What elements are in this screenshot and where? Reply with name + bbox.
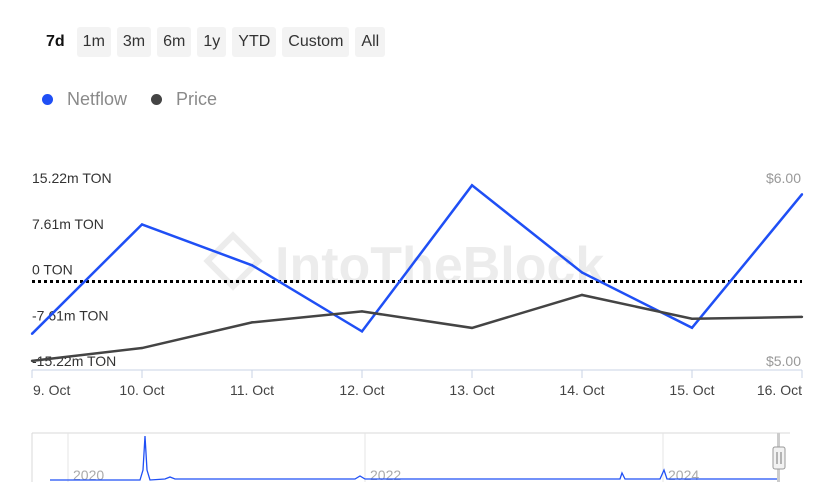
range-button-6m[interactable]: 6m bbox=[157, 27, 192, 57]
range-selector: 7d 1m 3m 6m 1y YTD Custom All bbox=[40, 27, 386, 57]
y-axis-right-label: $6.00 bbox=[766, 170, 801, 186]
range-button-1m[interactable]: 1m bbox=[76, 27, 111, 57]
range-button-ytd[interactable]: YTD bbox=[232, 27, 277, 57]
range-button-custom[interactable]: Custom bbox=[282, 27, 350, 57]
x-tick-label: 16. Oct bbox=[757, 382, 802, 398]
range-button-all[interactable]: All bbox=[355, 27, 386, 57]
y-axis-right-label: $5.00 bbox=[766, 353, 801, 369]
x-tick-label: 11. Oct bbox=[230, 382, 274, 398]
data-point-price bbox=[360, 310, 364, 313]
x-tick-label: 12. Oct bbox=[339, 382, 384, 398]
data-point-netflow bbox=[690, 326, 694, 329]
data-point-netflow bbox=[30, 332, 34, 336]
y-axis-left-label: 7.61m TON bbox=[32, 216, 104, 232]
y-axis-left-label: 0 TON bbox=[32, 262, 73, 278]
x-tick-label: 14. Oct bbox=[559, 382, 604, 398]
navigator-series bbox=[50, 435, 780, 481]
series-line-price bbox=[31, 293, 803, 363]
legend-item-netflow[interactable]: Netflow bbox=[42, 89, 127, 110]
x-tick-label: 15. Oct bbox=[669, 382, 714, 398]
navigator-year-label: 2020 bbox=[73, 467, 104, 483]
navigator-year-label: 2024 bbox=[668, 467, 699, 483]
legend-item-price[interactable]: Price bbox=[151, 89, 217, 110]
legend-label: Netflow bbox=[67, 89, 128, 109]
series-line-netflow bbox=[31, 183, 803, 335]
data-point-netflow bbox=[580, 271, 584, 274]
data-point-price bbox=[580, 293, 584, 297]
legend-marker bbox=[42, 94, 53, 105]
data-point-price bbox=[470, 326, 474, 330]
data-point-price bbox=[800, 315, 804, 319]
svg-text:IntoTheBlock: IntoTheBlock bbox=[275, 237, 604, 295]
plot-area: 15.22m TON 7.61m TON 0 TON -7.61m TON -15.22… bbox=[30, 170, 804, 398]
range-button-1y[interactable]: 1y bbox=[197, 27, 227, 57]
navigator-handle[interactable] bbox=[772, 446, 786, 470]
x-tick-label: 9. Oct bbox=[33, 382, 70, 398]
data-point-price bbox=[30, 359, 34, 363]
data-point-netflow bbox=[800, 193, 804, 196]
range-button-3m[interactable]: 3m bbox=[116, 27, 152, 57]
legend-label: Price bbox=[176, 89, 218, 109]
y-axis-left-label: 15.22m TON bbox=[32, 170, 112, 186]
navigator-year-label: 2022 bbox=[370, 467, 401, 483]
data-point-price bbox=[250, 321, 254, 324]
x-tick-label: 13. Oct bbox=[449, 382, 494, 398]
data-point-price bbox=[140, 346, 144, 350]
data-point-netflow bbox=[250, 264, 254, 267]
legend: Netflow Price bbox=[42, 89, 217, 110]
x-tick-label: 10. Oct bbox=[119, 382, 164, 398]
y-axis-left-label: -15.22m TON bbox=[32, 353, 116, 369]
data-point-netflow bbox=[470, 184, 474, 187]
navigator[interactable]: 2020 2022 2024 bbox=[31, 432, 790, 483]
data-point-price bbox=[690, 317, 694, 320]
y-axis-left-label: -7.61m TON bbox=[32, 307, 109, 323]
data-point-netflow bbox=[140, 223, 144, 226]
range-button-7d[interactable]: 7d bbox=[40, 27, 71, 57]
data-point-netflow bbox=[360, 330, 364, 333]
legend-marker bbox=[151, 94, 163, 105]
